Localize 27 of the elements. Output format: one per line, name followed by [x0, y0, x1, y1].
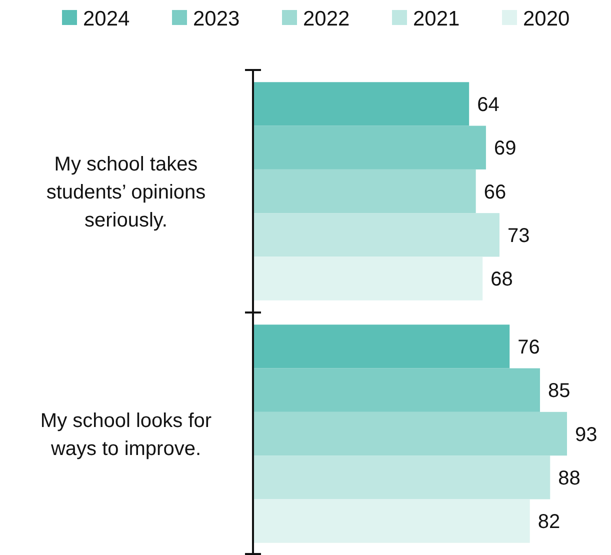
bar	[253, 456, 550, 500]
data-label: 93	[575, 424, 598, 446]
y-tick-label: My school looks for ways to improve.	[40, 410, 212, 460]
bar	[253, 412, 567, 456]
bar	[253, 499, 530, 543]
legend-label: 2021	[413, 7, 460, 30]
bar	[253, 324, 510, 368]
data-label: 88	[558, 467, 580, 490]
data-label: 73	[507, 224, 530, 247]
bar	[253, 213, 500, 257]
legend-label: 2020	[523, 7, 570, 30]
bar	[253, 82, 470, 126]
bar	[253, 368, 540, 412]
y-tick-label: My school takes students’ opinions seriously.	[46, 153, 206, 232]
bar	[253, 126, 486, 170]
data-label: 68	[490, 268, 513, 291]
data-label: 76	[518, 336, 540, 358]
data-label: 64	[477, 94, 500, 116]
data-label: 66	[484, 181, 506, 204]
bar	[253, 256, 483, 300]
data-label: 85	[548, 380, 570, 402]
bar	[253, 169, 476, 214]
legend-label: 2024	[83, 7, 130, 30]
data-label: 82	[538, 511, 560, 534]
legend-label: 2023	[193, 7, 240, 30]
data-label: 69	[494, 138, 516, 160]
legend-label: 2022	[303, 7, 350, 30]
